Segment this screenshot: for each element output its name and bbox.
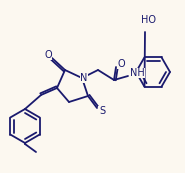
Text: O: O	[44, 50, 52, 60]
Text: HO: HO	[142, 15, 157, 25]
Text: S: S	[99, 106, 105, 116]
Text: NH: NH	[130, 68, 145, 78]
Text: N: N	[80, 73, 88, 83]
Text: O: O	[117, 59, 125, 69]
